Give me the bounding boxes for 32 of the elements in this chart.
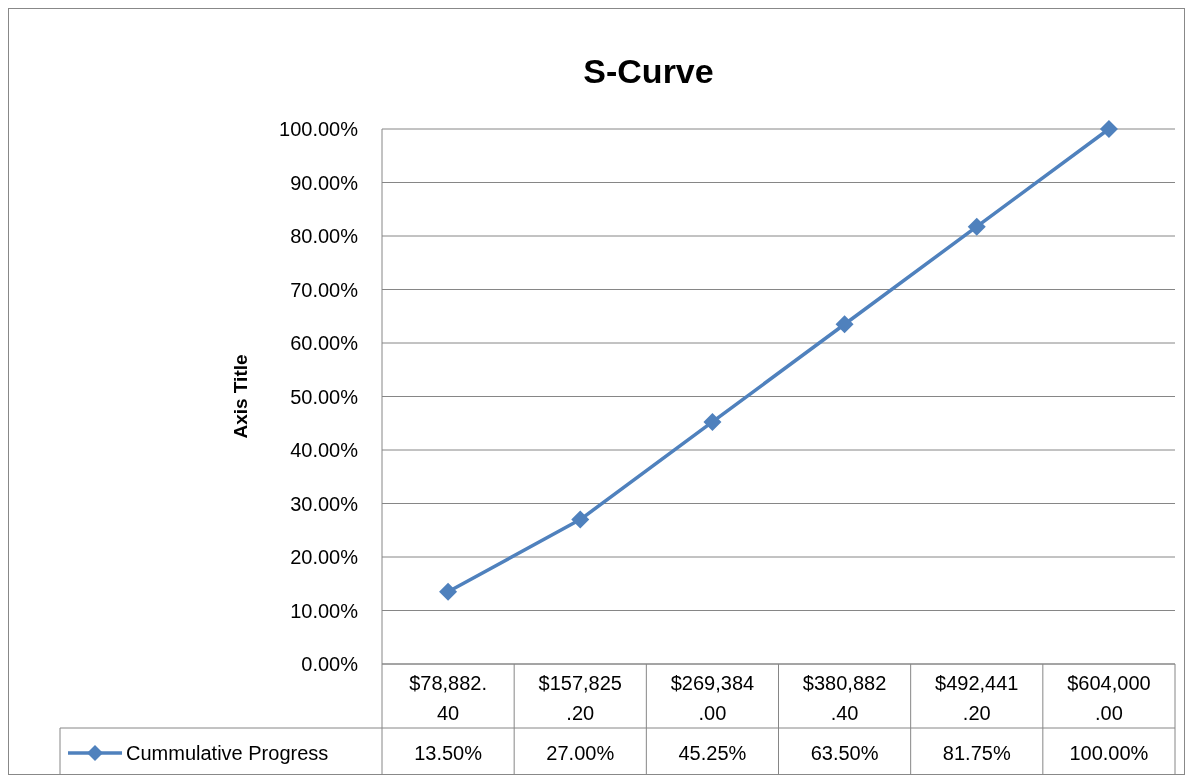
x-tick-label: $604,000.00 — [1067, 672, 1151, 724]
point — [703, 412, 722, 431]
data-label: 63.50% — [810, 742, 879, 764]
point — [1099, 120, 1118, 138]
x-tick-label: $492,441.20 — [935, 672, 1019, 724]
y-tick-label: 70.00% — [290, 278, 359, 301]
y-tick-label: 30.00% — [290, 492, 359, 515]
y-tick-label: 90.00% — [290, 171, 359, 194]
data-label: 81.75% — [942, 742, 1011, 764]
y-axis-title: Axis Title — [230, 354, 251, 439]
point — [571, 510, 590, 529]
x-tick-label: $269,384.00 — [670, 672, 755, 724]
legend-label: Cummulative Progress — [126, 742, 329, 764]
x-tick-label: $157,825.20 — [538, 672, 622, 724]
y-tick-label: 80.00% — [290, 225, 359, 247]
data-label: 13.50% — [414, 742, 483, 764]
y-tick-label: 40.00% — [290, 439, 359, 461]
point — [835, 315, 854, 334]
point — [967, 217, 986, 236]
x-tick-label: $78,882.40 — [409, 672, 488, 724]
y-tick-label: 50.00% — [290, 385, 359, 408]
data-label: 27.00% — [546, 742, 615, 764]
data-label: 100.00% — [1069, 742, 1149, 764]
y-tick-label: 60.00% — [290, 332, 359, 354]
data-label: 45.25% — [678, 742, 747, 764]
y-tick-label: 10.00% — [290, 599, 359, 622]
y-tick-label: 20.00% — [290, 546, 359, 568]
y-tick-label: 100.00% — [279, 118, 359, 140]
chart-title: S-Curve — [583, 52, 714, 90]
y-tick-label: 0.00% — [301, 653, 359, 675]
point — [439, 582, 458, 601]
x-tick-label: $380,882.40 — [802, 672, 887, 724]
